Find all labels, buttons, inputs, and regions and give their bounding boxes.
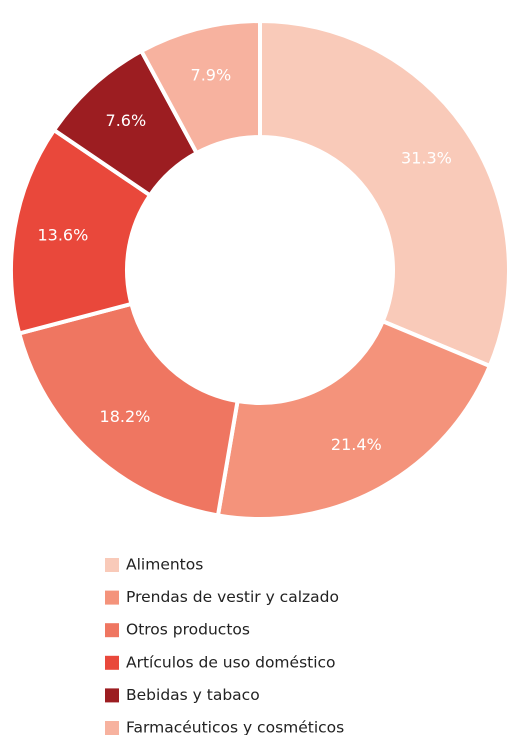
legend-label: Otros productos xyxy=(126,621,250,639)
legend-label: Alimentos xyxy=(126,556,203,574)
data-label: 18.2% xyxy=(100,407,151,426)
legend-swatch xyxy=(105,688,119,703)
donut-segment xyxy=(258,18,509,369)
legend-swatch xyxy=(105,558,119,572)
legend-label: Prendas de vestir y calzado xyxy=(126,588,339,606)
legend-swatch xyxy=(105,721,119,735)
donut-segment xyxy=(9,127,153,336)
legend-label: Artículos de uso doméstico xyxy=(126,653,336,671)
donut-segment xyxy=(215,318,493,521)
data-label: 31.3% xyxy=(401,149,452,168)
legend-label: Bebidas y tabaco xyxy=(126,686,260,704)
data-label: 13.6% xyxy=(37,226,88,245)
donut-segment xyxy=(16,301,240,518)
legend-swatch xyxy=(105,655,119,670)
legend-label: Farmacéuticos y cosméticos xyxy=(126,719,344,735)
legend-swatch xyxy=(105,623,119,638)
donut-segment xyxy=(138,18,262,156)
data-label: 21.4% xyxy=(331,435,382,454)
data-label: 7.9% xyxy=(191,66,232,85)
legend-swatch xyxy=(105,590,119,605)
data-label: 7.6% xyxy=(106,111,147,130)
